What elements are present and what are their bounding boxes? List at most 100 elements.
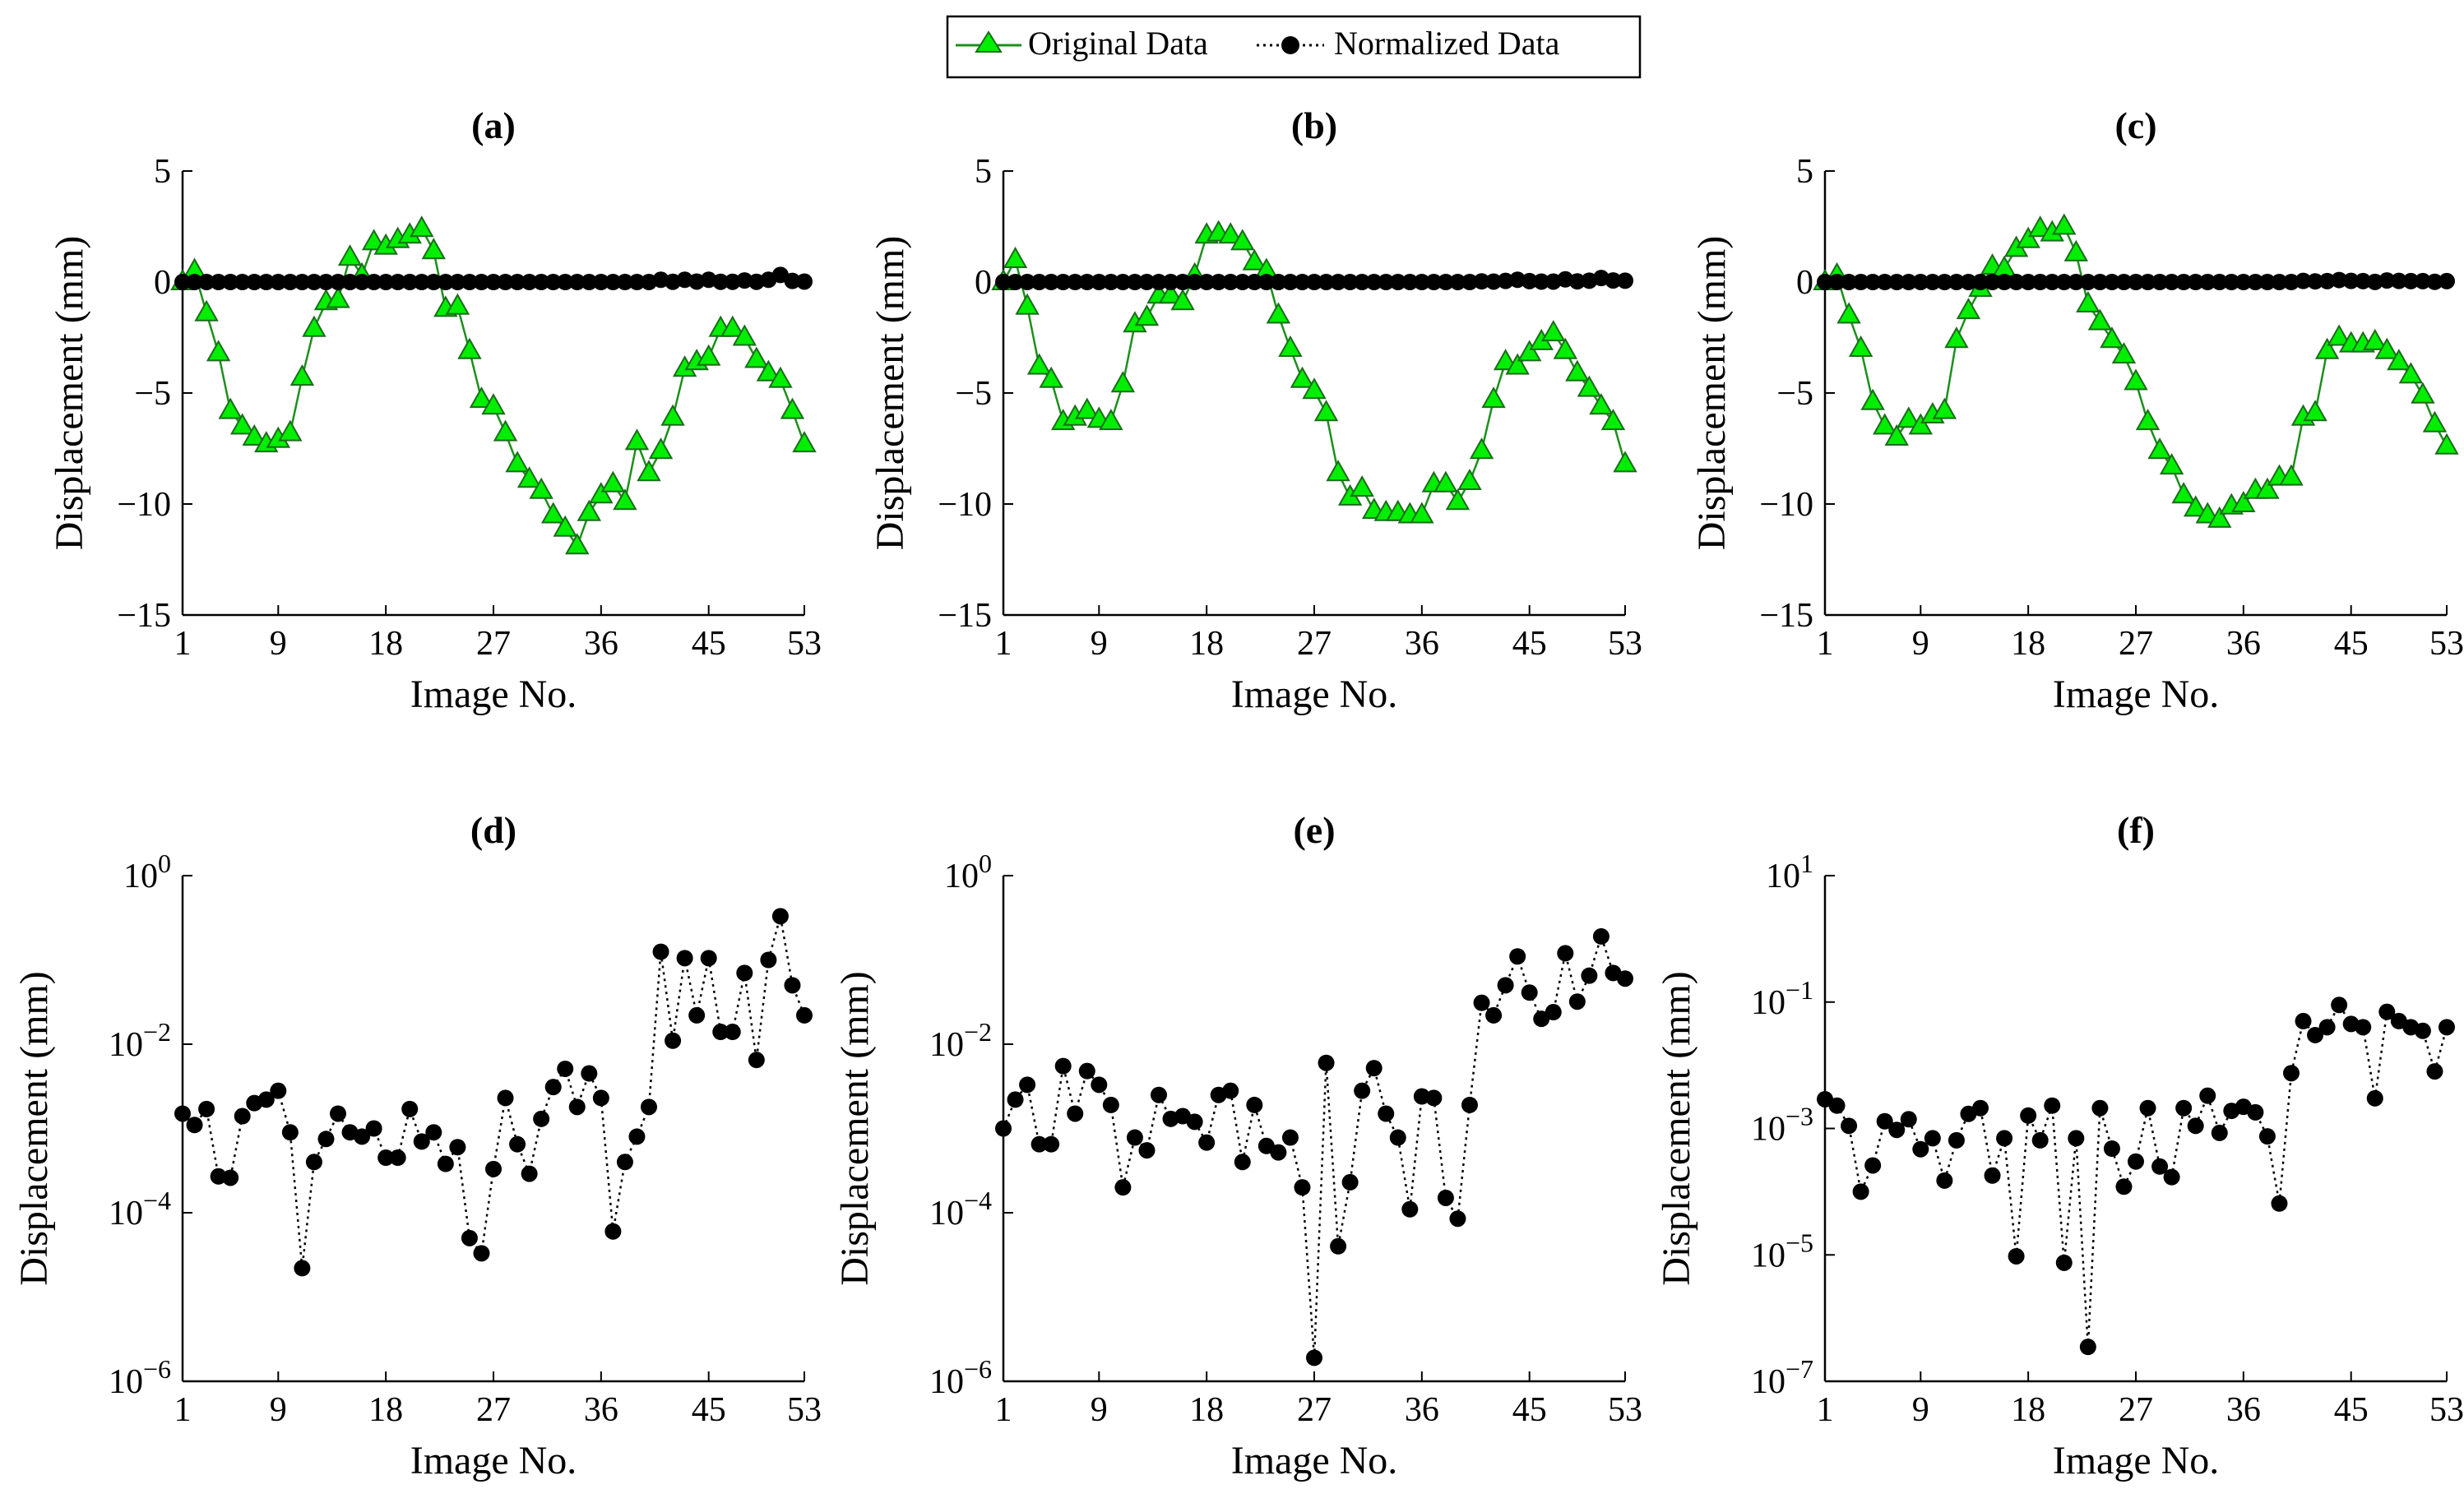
data-point-circle [1162, 274, 1179, 290]
data-point-triangle [2303, 400, 2327, 422]
data-point-circle [1509, 948, 1526, 965]
data-point-circle [1912, 274, 1929, 290]
data-point-circle [1437, 1189, 1454, 1206]
data-point-circle [234, 274, 251, 290]
data-point-circle [1437, 274, 1454, 290]
chart-panel: 1 9 18 27 36 45 53 −15 −10 −5 0 5 (a) Image No. Displa… [48, 104, 822, 716]
data-point-triangle [1003, 246, 1028, 268]
data-point-circle [2128, 1153, 2144, 1170]
data-point-triangle [2411, 381, 2435, 404]
y-tick-label: 10−4 [109, 1186, 171, 1232]
data-point-circle [425, 1124, 442, 1141]
data-point-triangle [493, 419, 518, 442]
data-point-circle [2247, 274, 2264, 290]
data-point-triangle [2100, 326, 2124, 349]
data-point-circle [2079, 1339, 2096, 1356]
data-point-circle [473, 1245, 490, 1262]
legend: Original Data Normalized Data [946, 15, 1642, 79]
data-point-triangle [1313, 400, 1339, 422]
data-point-triangle [2207, 506, 2232, 528]
panel-title: (b) [1291, 104, 1337, 146]
data-point-triangle [469, 386, 494, 409]
data-point-circle [1270, 274, 1287, 290]
data-point-circle [796, 1006, 813, 1024]
data-point-circle [1473, 994, 1490, 1011]
data-point-circle [401, 274, 419, 290]
data-point-triangle [1884, 423, 1909, 446]
data-point-triangle [1278, 335, 1303, 357]
data-point-triangle [1158, 282, 1183, 304]
data-point-circle [616, 274, 633, 290]
data-point-triangle [410, 215, 434, 238]
data-point-triangle [1302, 377, 1327, 400]
data-point-triangle [1457, 468, 1482, 490]
data-point-triangle [1836, 302, 1861, 324]
data-point-triangle [457, 337, 482, 359]
data-point-circle [2235, 274, 2252, 290]
data-point-circle [2020, 274, 2037, 290]
data-point-circle [509, 274, 526, 290]
x-tick-label: 53 [2429, 1391, 2464, 1429]
data-point-triangle [326, 286, 350, 308]
x-tick-label: 18 [2011, 625, 2045, 663]
x-tick-label: 53 [2429, 625, 2464, 663]
data-point-triangle [2231, 490, 2256, 512]
x-tick-label: 18 [368, 1391, 403, 1429]
data-point-triangle [565, 533, 590, 555]
data-point-circle [234, 1108, 251, 1125]
data-point-triangle [206, 340, 231, 362]
data-point-triangle [577, 499, 602, 521]
data-point-circle [330, 274, 346, 290]
data-point-circle [784, 977, 801, 994]
data-point-circle [2031, 274, 2049, 290]
data-point-triangle [1589, 393, 1614, 415]
data-point-circle [1413, 274, 1430, 290]
data-point-triangle [624, 428, 650, 451]
data-point-triangle [660, 404, 685, 426]
chart-panel: 1 9 18 27 36 45 53 −15 −10 −5 0 5 (c) Image No. Displa… [1690, 104, 2464, 716]
x-tick-label: 1 [1817, 625, 1834, 663]
data-point-triangle [2422, 410, 2448, 432]
data-point-triangle [553, 515, 577, 537]
data-point-circle [2151, 1158, 2169, 1175]
data-point-circle [1960, 274, 1977, 290]
data-point-circle [1031, 1135, 1048, 1153]
data-point-circle [700, 950, 717, 967]
x-tick-label: 36 [584, 625, 618, 663]
x-axis-title: Image No. [1231, 673, 1398, 716]
y-tick-label: 10−5 [1751, 1228, 1813, 1274]
data-point-circle [1054, 1057, 1072, 1075]
data-point-circle [1222, 1082, 1239, 1099]
data-point-circle [616, 1154, 633, 1171]
data-point-triangle [756, 359, 781, 381]
data-point-circle [796, 273, 813, 290]
y-tick-label: −10 [938, 486, 992, 524]
data-point-circle [581, 1065, 598, 1082]
x-tick-label: 27 [1297, 625, 1332, 663]
data-point-triangle [2159, 453, 2184, 475]
data-point-circle [2044, 274, 2061, 290]
data-point-circle [712, 1024, 729, 1041]
panel-title: (c) [2114, 104, 2156, 146]
data-point-circle [2139, 274, 2156, 290]
data-point-triangle [720, 315, 745, 337]
data-point-circle [413, 274, 430, 290]
data-point-triangle [2279, 464, 2304, 486]
y-tick-label: 100 [944, 849, 992, 895]
data-point-circle [724, 1024, 741, 1041]
data-point-circle [1341, 274, 1359, 290]
data-point-circle [1900, 274, 1917, 290]
data-point-circle [1186, 274, 1203, 290]
data-point-circle [2439, 1019, 2455, 1036]
y-tick-label: 10−3 [1751, 1102, 1813, 1149]
legend-normalized-label: Normalized Data [1334, 25, 1560, 62]
data-point-circle [281, 274, 299, 290]
data-point-triangle [361, 229, 387, 251]
x-axis-title: Image No. [410, 673, 577, 716]
data-point-circle [2258, 1128, 2276, 1145]
data-point-circle [1841, 274, 1858, 290]
data-point-triangle [1326, 460, 1350, 482]
data-point-triangle [1433, 470, 1458, 492]
data-point-circle [1378, 1105, 1395, 1122]
data-point-triangle [194, 299, 219, 321]
